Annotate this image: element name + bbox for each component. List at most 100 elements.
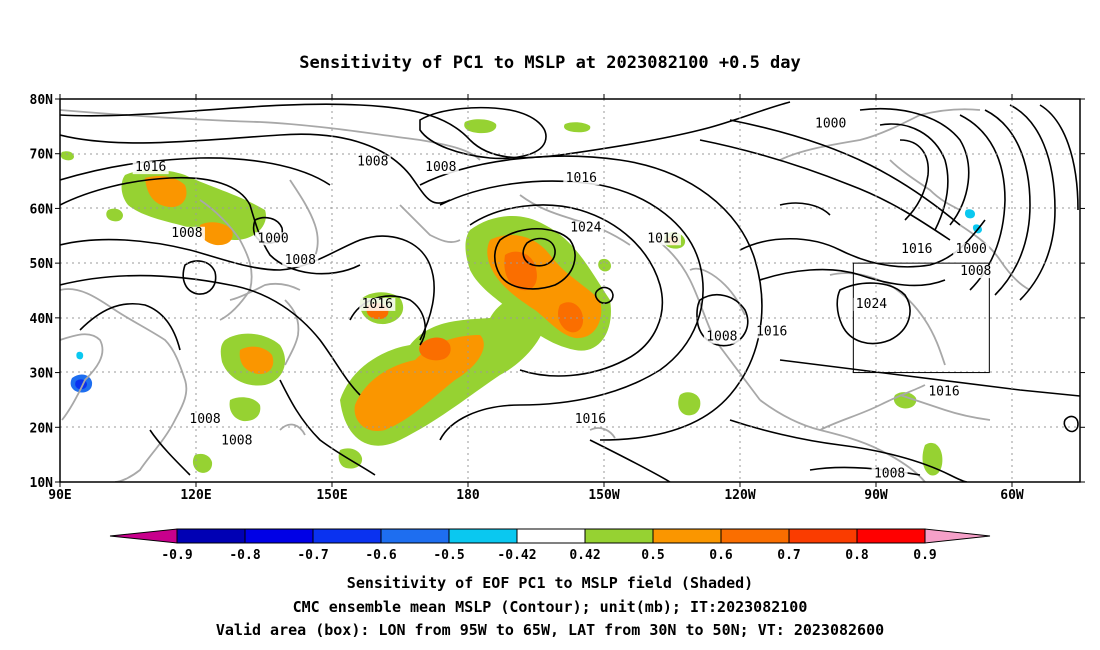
colorbar-label: -0.8: [229, 548, 260, 563]
contour-label-bg: [187, 412, 224, 426]
colorbar-label: -0.5: [433, 548, 464, 563]
lon-tick-label: 120E: [180, 488, 211, 503]
colorbar-label: -0.6: [365, 548, 396, 563]
colorbar-label: -0.9: [161, 548, 192, 563]
coastlines: [60, 108, 1031, 482]
contour-label: 1008: [171, 226, 202, 241]
contour-label-bg: [168, 226, 205, 240]
colorbar-label: 0.7: [777, 548, 800, 563]
footer-line-1: Sensitivity of EOF PC1 to MSLP field (Sh…: [346, 574, 754, 592]
colorbar-swatch: [448, 528, 518, 544]
contour-label: 1008: [960, 264, 991, 279]
lon-tick-label: 90W: [864, 488, 888, 503]
figure-title: Sensitivity of PC1 to MSLP at 2023082100…: [299, 53, 801, 73]
colorbar-swatch: [788, 528, 858, 544]
lat-tick-label: 30N: [30, 367, 54, 382]
contour-label: 1016: [575, 412, 606, 427]
contour-label-bg: [218, 434, 255, 448]
lon-tick-label: 120W: [724, 488, 755, 503]
lat-tick-label: 70N: [30, 148, 54, 163]
colorbar-swatch: [516, 528, 586, 544]
colorbar-label: 0.9: [913, 548, 936, 563]
sensitivity-shading: [60, 119, 982, 476]
contour-label-bg: [812, 117, 849, 131]
lat-tick-label: 10N: [30, 476, 54, 491]
colorbar-swatch: [720, 528, 790, 544]
contour-label-bg: [898, 243, 935, 257]
colorbar-arrow-left: [109, 528, 178, 544]
contour-label-bg: [563, 172, 600, 186]
colorbar-swatch: [380, 528, 450, 544]
colorbar-swatch: [652, 528, 722, 544]
footer-line-2: CMC ensemble mean MSLP (Contour); unit(m…: [292, 598, 808, 616]
contour-label: 1016: [135, 160, 166, 175]
contour-label: 1024: [856, 297, 887, 312]
contour-label-bg: [282, 254, 319, 268]
contour-label-bg: [132, 161, 169, 175]
contour-label-bg: [359, 297, 396, 311]
contour-label-bg: [255, 232, 292, 246]
lon-tick-label: 150E: [316, 488, 347, 503]
contour-label: 1008: [874, 467, 905, 482]
valid-area-box: [852, 262, 990, 374]
lon-tick-label: 180: [456, 488, 480, 503]
contour-label: 1016: [566, 171, 597, 186]
contour-label-bg: [953, 243, 990, 257]
colorbar-label: 0.8: [845, 548, 869, 563]
colorbar-swatch: [584, 528, 654, 544]
contour-label: 1016: [928, 384, 959, 399]
contour-label: 1008: [425, 160, 456, 175]
contour-label: 1008: [189, 412, 220, 427]
contour-label: 1008: [706, 330, 737, 345]
map-frame: [59, 98, 1081, 483]
colorbar-swatch: [312, 528, 382, 544]
contour-label-bg: [853, 297, 890, 311]
contour-label: 1000: [956, 242, 987, 257]
contour-label-bg: [567, 221, 604, 235]
colorbar-label: 0.42: [569, 548, 600, 563]
contour-label: 1008: [221, 434, 252, 449]
contour-label-bg: [957, 265, 994, 279]
colorbar-swatch: [244, 528, 314, 544]
contour-label: 1016: [756, 324, 787, 339]
contour-label-bg: [644, 232, 681, 246]
lat-tick-label: 50N: [30, 257, 54, 272]
contour-label: 1008: [357, 155, 388, 170]
longitude-labels: 90E 120E 150E 180 150W 120W 90W 60W: [48, 488, 1024, 503]
lon-tick-label: 150W: [588, 488, 619, 503]
colorbar-swatch: [856, 528, 926, 544]
contour-label: 1016: [647, 231, 678, 246]
lon-tick-label: 90E: [48, 488, 71, 503]
contour-label: 1000: [257, 231, 288, 246]
footer-line-3: Valid area (box): LON from 95W to 65W, L…: [215, 621, 885, 639]
contour-label: 1016: [901, 242, 932, 257]
contour-label: 1016: [362, 297, 393, 312]
contour-label: 1008: [285, 253, 316, 268]
contour-label-bg: [422, 161, 459, 175]
colorbar-arrow-right: [924, 528, 991, 544]
contour-label: 1024: [570, 220, 601, 235]
colorbar-swatch: [176, 528, 246, 544]
lat-tick-label: 60N: [30, 202, 54, 217]
axis-ticks: [55, 94, 1085, 487]
colorbar-label: 0.5: [641, 548, 664, 563]
contour-label: 1000: [815, 116, 846, 131]
contour-label-bg: [703, 330, 740, 344]
lat-tick-label: 40N: [30, 312, 54, 327]
contour-label-bg: [753, 325, 790, 339]
contour-label-bg: [926, 385, 962, 399]
contour-label-bg: [354, 155, 391, 169]
colorbar-labels: -0.9 -0.8 -0.7 -0.6 -0.5 -0.42 0.42 0.5 0.6 0.7 0.…: [161, 548, 936, 563]
lat-tick-label: 20N: [30, 421, 54, 436]
contour-label-bg: [871, 467, 908, 481]
colorbar-label: -0.42: [497, 548, 536, 563]
lon-tick-label: 60W: [1000, 488, 1024, 503]
colorbar-label: 0.6: [709, 548, 733, 563]
lat-tick-label: 80N: [30, 93, 54, 108]
colorbar: [109, 528, 991, 544]
contour-label-bg: [572, 412, 609, 426]
colorbar-label: -0.7: [297, 548, 328, 563]
